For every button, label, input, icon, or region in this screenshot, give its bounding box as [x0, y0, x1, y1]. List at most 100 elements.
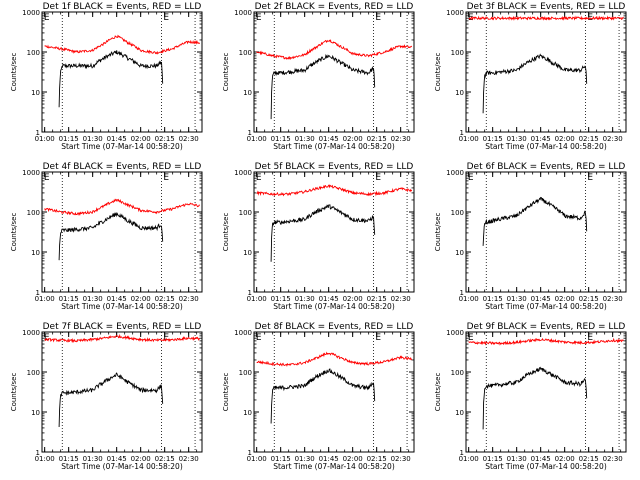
x-tick-label: 01:45 — [531, 455, 551, 463]
x-tick-label: 01:45 — [319, 135, 339, 143]
x-tick-label: 02:30 — [391, 295, 411, 303]
lld-trace — [468, 15, 625, 21]
x-axis-label: Start Time (07-Mar-14 00:58:20) — [485, 302, 607, 311]
y-axis-label: Counts/sec — [434, 213, 442, 252]
x-tick-label: 01:45 — [107, 135, 127, 143]
x-tick-label: 02:30 — [391, 455, 411, 463]
y-tick-label: 10 — [243, 89, 252, 97]
x-tick-label: 02:30 — [603, 455, 623, 463]
x-tick-label: 02:30 — [179, 295, 199, 303]
x-tick-label: 01:15 — [59, 295, 79, 303]
x-tick-label: 01:30 — [507, 455, 527, 463]
y-tick-label: 10 — [31, 89, 40, 97]
lld-trace — [44, 34, 201, 55]
panel-title: Det 8f BLACK = Events, RED = LLD — [255, 322, 414, 332]
x-tick-label: 02:00 — [555, 455, 575, 463]
y-tick-label: 1000 — [446, 329, 464, 337]
x-tick-label: 02:00 — [343, 295, 363, 303]
x-tick-label: 02:15 — [367, 135, 387, 143]
plot-frame — [253, 171, 415, 293]
y-axis-label: Counts/sec — [222, 53, 230, 92]
x-tick-label: 01:15 — [271, 295, 291, 303]
y-tick-label: 1000 — [446, 9, 464, 17]
y-tick-label: 10 — [31, 409, 40, 417]
x-tick-label: 01:45 — [319, 455, 339, 463]
y-tick-label: 1000 — [22, 9, 40, 17]
panel-det-3: Det 3f BLACK = Events, RED = LLD 1 10 100 10… — [434, 2, 627, 151]
lld-trace — [44, 198, 200, 216]
x-tick-label: 02:30 — [603, 295, 623, 303]
x-tick-label: 02:15 — [367, 295, 387, 303]
y-tick-label: 100 — [239, 369, 252, 377]
y-axis-label: Counts/sec — [10, 213, 18, 252]
y-tick-label: 1000 — [22, 169, 40, 177]
x-tick-label: 02:00 — [131, 295, 151, 303]
events-trace — [270, 53, 376, 120]
y-axis-label: Counts/sec — [434, 373, 442, 412]
x-tick-label: 01:00 — [247, 135, 267, 143]
lld-trace — [256, 184, 413, 197]
y-tick-label: 10 — [243, 409, 252, 417]
x-tick-label: 01:15 — [59, 135, 79, 143]
y-axis-label: Counts/sec — [222, 213, 230, 252]
x-tick-label: 01:00 — [35, 295, 55, 303]
x-tick-label: 02:15 — [579, 295, 599, 303]
x-axis-label: Start Time (07-Mar-14 00:58:20) — [485, 142, 607, 151]
y-tick-label: 1000 — [234, 329, 252, 337]
y-tick-label: 100 — [451, 209, 464, 217]
y-tick-label: 10 — [455, 249, 464, 257]
panel-title: Det 9f BLACK = Events, RED = LLD — [467, 322, 626, 332]
e-marker: E — [375, 13, 381, 23]
y-tick-label: 10 — [31, 249, 40, 257]
plot-frame — [41, 331, 203, 453]
x-axis-label: Start Time (07-Mar-14 00:58:20) — [61, 302, 183, 311]
x-tick-label: 02:00 — [343, 455, 363, 463]
events-trace — [482, 196, 588, 246]
x-tick-label: 01:00 — [459, 455, 479, 463]
x-tick-label: 02:00 — [343, 135, 363, 143]
y-tick-label: 1000 — [234, 9, 252, 17]
y-tick-label: 1 — [460, 449, 464, 457]
x-tick-label: 01:15 — [483, 135, 503, 143]
e-marker: E — [44, 333, 50, 343]
y-tick-label: 1000 — [22, 329, 40, 337]
plot-frame — [253, 331, 415, 453]
x-tick-label: 02:15 — [367, 455, 387, 463]
lld-trace — [256, 351, 413, 367]
x-tick-label: 01:30 — [83, 135, 103, 143]
panel-det-2: Det 2f BLACK = Events, RED = LLD 1 10 100 10… — [222, 2, 415, 151]
y-tick-label: 100 — [27, 49, 40, 57]
y-tick-label: 1 — [36, 129, 40, 137]
e-marker: E — [468, 333, 474, 343]
x-tick-label: 01:30 — [507, 135, 527, 143]
x-tick-label: 01:15 — [483, 295, 503, 303]
x-tick-label: 02:15 — [579, 455, 599, 463]
x-tick-label: 02:30 — [179, 135, 199, 143]
x-tick-label: 01:00 — [247, 295, 267, 303]
x-tick-label: 02:15 — [579, 135, 599, 143]
e-marker: E — [587, 333, 593, 343]
x-tick-label: 01:30 — [295, 455, 315, 463]
y-axis-label: Counts/sec — [10, 373, 18, 412]
e-marker: E — [587, 173, 593, 183]
x-tick-label: 01:45 — [107, 455, 127, 463]
y-tick-label: 1 — [36, 449, 40, 457]
x-tick-label: 01:15 — [59, 455, 79, 463]
y-tick-label: 100 — [451, 49, 464, 57]
events-trace — [58, 50, 164, 108]
y-tick-label: 10 — [243, 249, 252, 257]
x-tick-label: 02:00 — [555, 295, 575, 303]
events-trace — [482, 53, 588, 114]
panel-det-4: Det 4f BLACK = Events, RED = LLD 1 10 100 10… — [10, 162, 203, 311]
x-tick-label: 01:00 — [35, 455, 55, 463]
x-tick-label: 01:30 — [295, 135, 315, 143]
y-tick-label: 1 — [248, 449, 252, 457]
x-tick-label: 02:15 — [155, 135, 175, 143]
y-tick-label: 1 — [460, 289, 464, 297]
x-axis-label: Start Time (07-Mar-14 00:58:20) — [273, 302, 395, 311]
x-tick-label: 02:30 — [603, 135, 623, 143]
y-axis-label: Counts/sec — [222, 373, 230, 412]
e-marker: E — [256, 173, 262, 183]
x-tick-label: 01:45 — [531, 295, 551, 303]
y-tick-label: 100 — [239, 49, 252, 57]
